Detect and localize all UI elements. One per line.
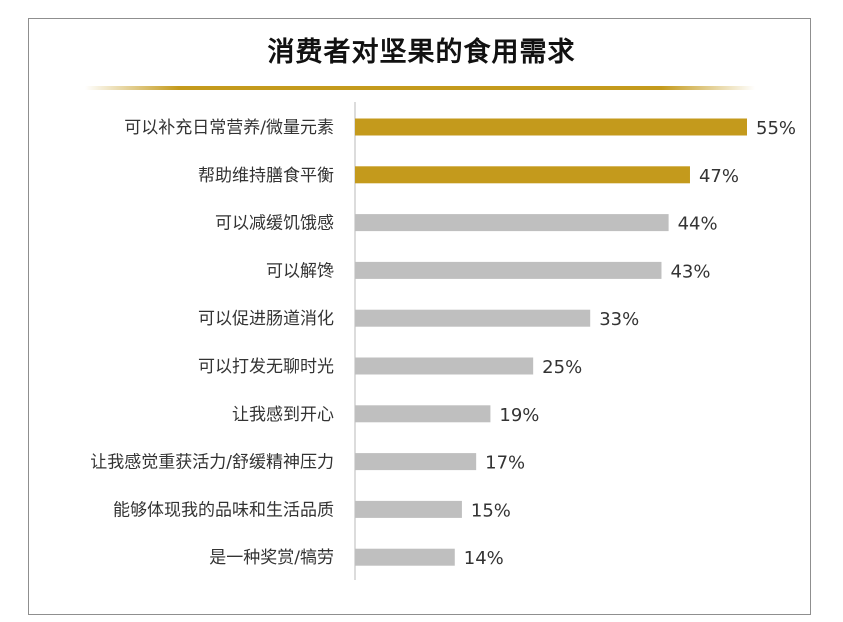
category-label: 可以补充日常营养/微量元素 xyxy=(124,118,334,138)
bar xyxy=(355,118,747,136)
data-label: 25% xyxy=(542,357,582,378)
bar xyxy=(355,357,534,375)
data-label: 17% xyxy=(485,453,525,474)
category-label: 帮助维持膳食平衡 xyxy=(198,166,334,186)
data-label: 43% xyxy=(670,261,710,282)
title-underline xyxy=(85,86,755,90)
category-label: 让我感到开心 xyxy=(232,405,334,425)
category-label: 可以打发无聊时光 xyxy=(198,357,334,377)
category-label: 可以促进肠道消化 xyxy=(198,309,334,329)
bar xyxy=(355,500,462,518)
bar xyxy=(355,548,455,566)
bar xyxy=(355,166,690,184)
category-label: 是一种奖赏/犒劳 xyxy=(209,548,334,568)
data-label: 55% xyxy=(756,118,796,139)
data-label: 44% xyxy=(678,214,718,235)
bar xyxy=(355,405,491,423)
category-label: 让我感觉重获活力/舒缓精神压力 xyxy=(90,453,334,473)
data-label: 14% xyxy=(464,548,504,569)
bar xyxy=(355,453,477,471)
data-label: 19% xyxy=(499,405,539,426)
category-label: 可以解馋 xyxy=(266,261,334,281)
data-label: 33% xyxy=(599,309,639,330)
category-label: 可以减缓饥饿感 xyxy=(215,214,334,234)
bar xyxy=(355,309,591,327)
category-label: 能够体现我的品味和生活品质 xyxy=(113,500,334,520)
chart-title: 消费者对坚果的食用需求 xyxy=(267,37,576,68)
data-label: 47% xyxy=(699,166,739,187)
bar xyxy=(355,261,662,279)
bar xyxy=(355,214,669,232)
data-label: 15% xyxy=(471,500,511,521)
